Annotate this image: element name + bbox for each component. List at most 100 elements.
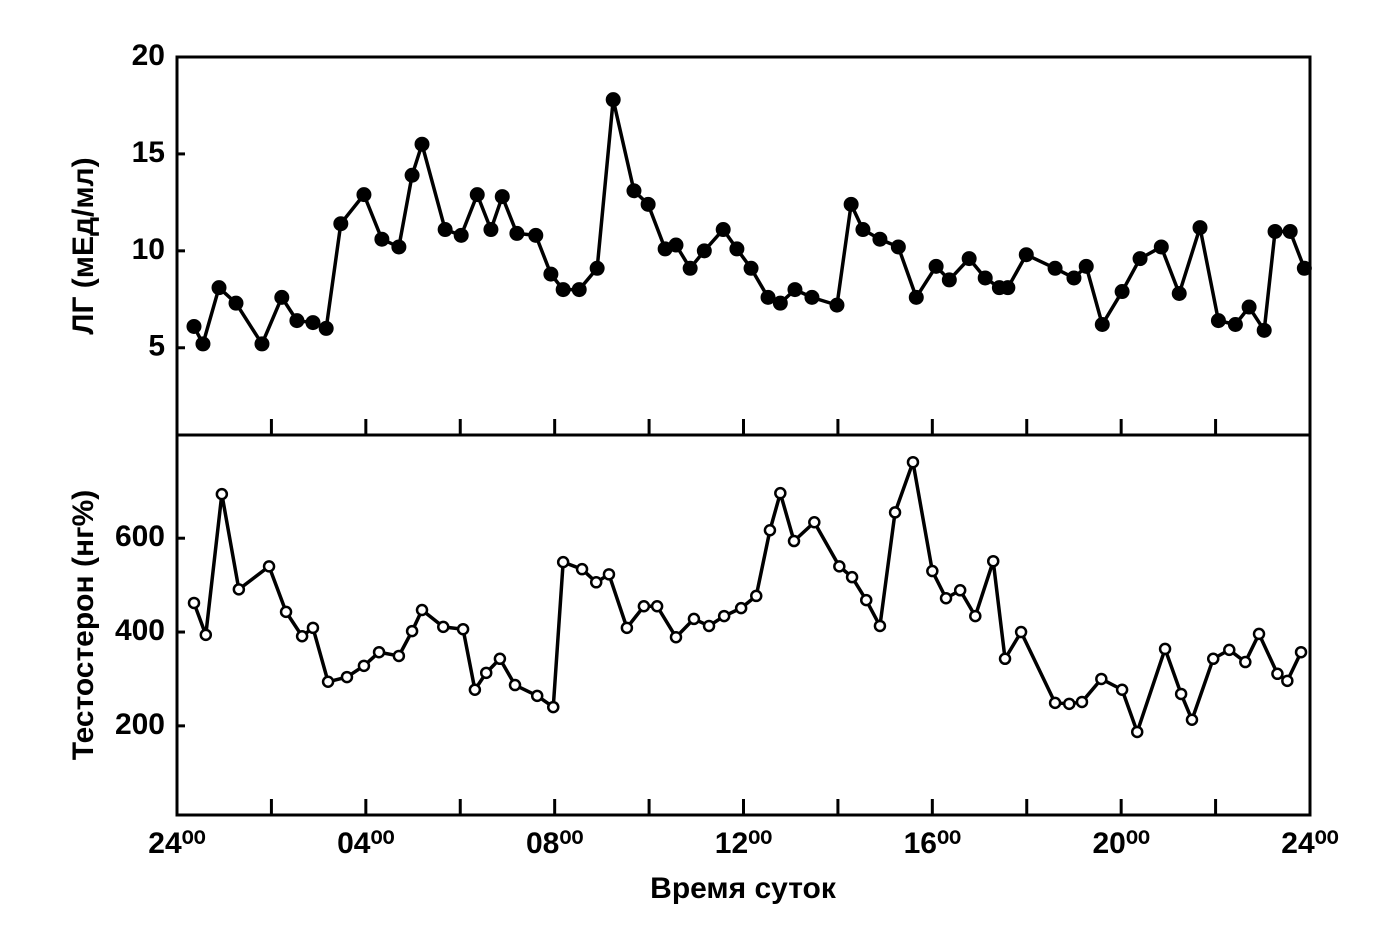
data-point <box>254 336 270 352</box>
data-point <box>626 183 642 199</box>
data-point <box>928 258 944 274</box>
data-point <box>372 645 386 659</box>
data-point <box>787 534 801 548</box>
data-point <box>640 196 656 212</box>
data-point <box>1223 643 1236 657</box>
data-point <box>437 222 453 238</box>
data-point <box>743 260 759 276</box>
data-point <box>555 282 571 298</box>
data-point <box>575 562 589 576</box>
data-point <box>804 289 820 305</box>
data-point <box>305 315 321 331</box>
data-point <box>760 289 776 305</box>
x-tick-label: 20⁰⁰ <box>1092 827 1149 860</box>
data-point <box>295 630 309 643</box>
data-point <box>508 678 522 692</box>
data-point <box>374 231 390 247</box>
data-point <box>669 630 683 644</box>
data-point <box>547 700 560 714</box>
data-point <box>702 619 716 633</box>
data-point <box>289 313 305 329</box>
data-point <box>509 225 525 241</box>
data-point <box>556 555 570 569</box>
data-point <box>405 624 419 638</box>
data-point <box>1171 285 1187 301</box>
y-tick-label: 5 <box>148 330 165 363</box>
data-point <box>1018 247 1034 263</box>
data-point <box>872 231 888 247</box>
data-point <box>696 243 712 259</box>
data-point <box>1078 258 1094 274</box>
data-point <box>953 584 967 597</box>
panel-frame <box>175 433 1312 817</box>
data-point <box>357 659 371 673</box>
data-point <box>456 622 470 636</box>
data-point <box>1094 317 1110 333</box>
y-tick-label: 20 <box>132 39 165 72</box>
data-point <box>1174 687 1188 701</box>
data-point <box>543 266 559 282</box>
data-point <box>715 222 731 238</box>
x-tick-label: 12⁰⁰ <box>715 827 772 860</box>
y-tick-label: 600 <box>115 520 165 553</box>
data-point <box>479 666 493 680</box>
data-point <box>356 187 372 203</box>
data-point <box>391 239 407 255</box>
data-point <box>453 227 469 243</box>
data-point <box>306 621 320 635</box>
data-point <box>961 251 977 267</box>
data-point <box>321 675 335 689</box>
x-tick-label: 16⁰⁰ <box>904 827 961 860</box>
data-point <box>1062 697 1076 711</box>
data-line <box>192 97 1306 346</box>
data-point <box>1014 625 1028 639</box>
data-point <box>668 237 684 253</box>
data-point <box>589 260 605 276</box>
x-tick-label: 24⁰⁰ <box>1281 827 1338 860</box>
data-point <box>1132 251 1148 267</box>
data-point <box>1130 725 1144 739</box>
data-point <box>1227 317 1243 333</box>
data-point <box>1256 322 1272 338</box>
data-point <box>650 599 664 613</box>
x-tick-label: 08⁰⁰ <box>526 827 583 860</box>
data-point <box>908 289 924 305</box>
y-tick-label: 10 <box>132 233 165 266</box>
data-point <box>1206 652 1220 666</box>
data-point <box>829 297 845 313</box>
data-point <box>620 621 634 635</box>
data-point <box>1296 260 1312 276</box>
data-point <box>808 516 821 529</box>
data-point <box>1114 284 1130 300</box>
data-point <box>199 628 213 642</box>
data-point <box>998 652 1012 666</box>
data-point <box>530 689 544 703</box>
data-point <box>571 282 587 298</box>
data-point <box>682 260 698 276</box>
data-point <box>437 620 450 634</box>
data-point <box>1153 239 1169 255</box>
data-point <box>605 92 621 108</box>
data-point <box>232 583 246 596</box>
data-point <box>1281 674 1294 688</box>
data-point <box>1048 696 1062 710</box>
y-tick-label: 400 <box>115 614 165 647</box>
data-point <box>1239 655 1252 669</box>
data-point <box>392 649 406 663</box>
data-point <box>468 683 482 696</box>
data-point <box>404 167 420 183</box>
data-point <box>941 272 957 288</box>
data-point <box>888 506 902 519</box>
data-point <box>906 455 920 469</box>
x-tick-label: 04⁰⁰ <box>337 827 394 860</box>
y-tick-label: 15 <box>132 136 165 169</box>
data-point <box>195 336 211 352</box>
data-point <box>262 560 276 573</box>
data-point <box>1267 223 1283 239</box>
data-point <box>734 601 748 615</box>
data-point <box>279 605 293 619</box>
data-point <box>1047 260 1063 276</box>
data-point <box>1252 627 1266 641</box>
data-point <box>602 568 616 581</box>
